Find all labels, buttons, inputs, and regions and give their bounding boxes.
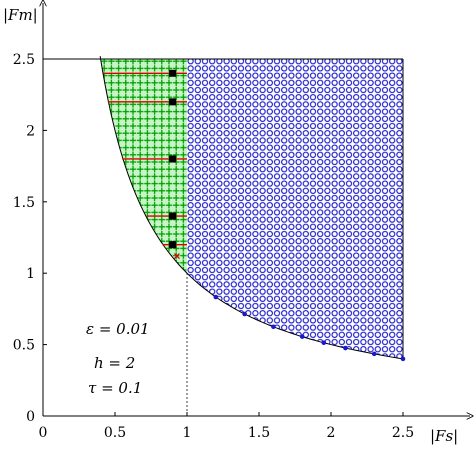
x-tick-label-5: 2.5: [392, 425, 414, 441]
y-tick-label-3: 1.5: [13, 195, 35, 211]
boundary-point-1: [213, 294, 219, 300]
annotation-epsilon: ε = 0.01: [86, 320, 150, 338]
black-square-4: [169, 212, 177, 220]
x-axis-label: |Fs|: [430, 427, 458, 445]
black-square-1: [169, 69, 177, 77]
boundary-point-3: [271, 324, 276, 330]
black-square-5: [169, 241, 177, 249]
x-tick-label-4: 2: [327, 425, 336, 441]
green-plus-region: [100, 59, 187, 274]
y-tick-label-1: 0.5: [13, 338, 35, 354]
boundary-point-6: [343, 345, 348, 351]
black-square-2: [169, 98, 177, 106]
annotation-tau: τ = 0.1: [88, 379, 142, 397]
y-tick-label-5: 2.5: [13, 52, 35, 68]
y-tick-label-4: 2: [26, 123, 35, 139]
axis-ticks: 0 0.5 1 1.5 2 2.5 0 0.5 1 1.5 2 2.5: [13, 52, 414, 441]
blue-circle-region: [187, 59, 403, 359]
x-tick-label-2: 1: [183, 425, 192, 441]
y-tick-label-2: 1: [26, 266, 35, 282]
y-axis-label: |Fm|: [3, 6, 38, 24]
boundary-point-8: [400, 356, 406, 362]
black-square-3: [169, 155, 177, 163]
red-cross-1: [173, 253, 180, 260]
boundary-curve: [99, 56, 404, 360]
boundary-point-2: [242, 311, 247, 317]
x-tick-label-1: 0.5: [104, 425, 126, 441]
y-tick-label-0: 0: [26, 409, 35, 425]
annotation-h: h = 2: [94, 354, 135, 372]
boundary-point-5: [321, 340, 327, 346]
x-tick-label-3: 1.5: [248, 425, 270, 441]
boundary-point-7: [371, 351, 377, 357]
chart-marks: [103, 69, 406, 362]
boundary-point-4: [299, 334, 305, 339]
x-tick-label-0: 0: [39, 425, 48, 441]
